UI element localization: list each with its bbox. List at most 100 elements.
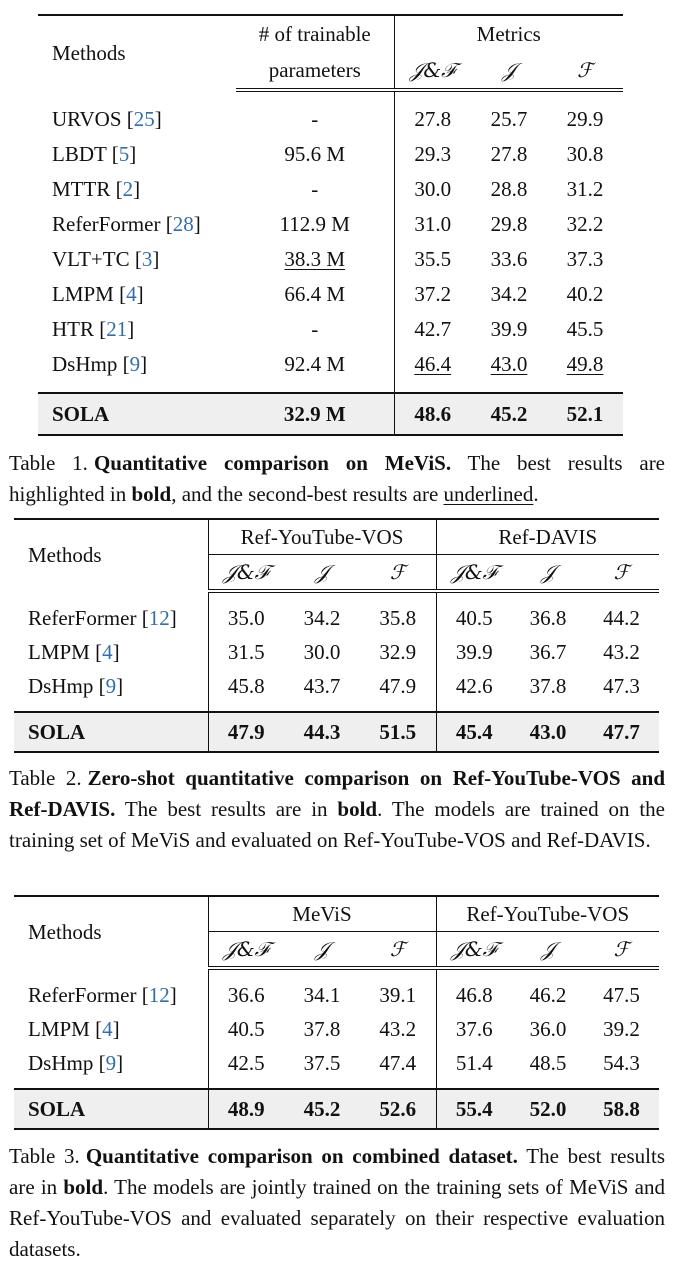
method-name: ReferFormer xyxy=(28,982,137,1007)
jf-value: 36.6 xyxy=(227,982,265,1007)
jf-value: 35.5 xyxy=(414,247,452,271)
j-metric-header: 𝒥 xyxy=(471,52,547,92)
method-cell: ReferFormer [12] xyxy=(14,601,209,635)
jf-value: 48.9 xyxy=(208,1089,284,1130)
citation-link[interactable]: 2 xyxy=(122,177,134,201)
table-row: DsHmp [9] 42.5 37.5 47.4 51.4 48.5 54.3 xyxy=(14,1046,659,1080)
jf-metric-header: 𝒥&ℱ xyxy=(394,52,471,92)
f-value: 39.2 xyxy=(603,1016,640,1041)
citation-link[interactable]: 21 xyxy=(106,317,128,341)
method-cell: ReferFormer [28] xyxy=(52,212,201,236)
citation-link[interactable]: 12 xyxy=(148,982,170,1007)
citation-link[interactable]: 4 xyxy=(126,282,137,306)
params-value: 38.3 M xyxy=(236,242,395,277)
method-name: SOLA xyxy=(14,1089,209,1130)
table1-body: URVOS [25] -27.8 25.7 29.9 LBDT [5] 95.6 M 29.… xyxy=(38,102,623,382)
citation-link[interactable]: 12 xyxy=(148,605,170,630)
caption-text: The best results are in xyxy=(115,797,338,821)
table-row: ReferFormer [12] 36.6 34.1 39.1 46.8 46.2 47.5 xyxy=(14,978,659,1012)
jf-metric-header: 𝒥&ℱ xyxy=(208,931,284,970)
method-name: DsHmp xyxy=(28,1050,94,1075)
group2-header: Ref-YouTube-VOS xyxy=(436,895,659,932)
j-value: 43.0 xyxy=(490,352,528,376)
jf-metric-header: 𝒥&ℱ xyxy=(208,554,284,593)
method-name: HTR xyxy=(52,317,94,341)
jf-value: 51.4 xyxy=(455,1050,493,1075)
j-value: 36.0 xyxy=(529,1016,567,1041)
f-value: 47.7 xyxy=(584,712,659,753)
citation-link[interactable]: 25 xyxy=(133,107,155,131)
params-value: - xyxy=(236,172,395,207)
f-metric-header: ℱ xyxy=(584,931,659,970)
caption-title: Zero-shot quantitative comparison on Ref… xyxy=(9,766,666,821)
jf-metric-header: 𝒥&ℱ xyxy=(436,554,512,593)
f-metric-header: ℱ xyxy=(584,554,659,593)
table2-body: ReferFormer [12] 35.0 34.2 35.8 40.5 36.8 44.2… xyxy=(14,601,659,703)
jf-value: 40.5 xyxy=(227,1016,265,1041)
caption-text: The best results are highlighted in xyxy=(9,451,666,506)
method-cell: LMPM [4] xyxy=(14,1012,209,1046)
j-value: 29.8 xyxy=(490,212,528,236)
group1-header: MeViS xyxy=(208,895,437,932)
f-value: 37.3 xyxy=(566,247,604,271)
f-value: 43.2 xyxy=(360,1012,437,1046)
j-value: 45.2 xyxy=(471,393,547,436)
f-value: 45.5 xyxy=(566,317,604,341)
j-value: 36.7 xyxy=(529,639,567,664)
table-row: DsHmp [9] 45.8 43.7 47.9 42.6 37.8 47.3 xyxy=(14,669,659,703)
f-value: 54.3 xyxy=(603,1050,640,1075)
method-cell: LMPM [4] xyxy=(14,635,209,669)
j-value: 36.8 xyxy=(529,605,567,630)
table-row: DsHmp [9] 92.4 M 46.4 43.0 49.8 xyxy=(38,347,623,382)
jf-value: 42.6 xyxy=(455,673,493,698)
j-value: 30.0 xyxy=(303,639,341,664)
j-value: 33.6 xyxy=(490,247,528,271)
f-metric-header: ℱ xyxy=(360,554,437,593)
caption-bold-word: bold xyxy=(337,797,378,821)
citation-link[interactable]: 4 xyxy=(102,639,113,664)
method-name: VLT+TC xyxy=(52,247,130,271)
f-value: 35.8 xyxy=(360,601,437,635)
table-row: LMPM [4] 66.4 M 37.2 34.2 40.2 xyxy=(38,277,623,312)
f-value: 39.1 xyxy=(360,978,437,1012)
caption-bold-word: bold xyxy=(131,482,172,506)
jf-value: 47.9 xyxy=(208,712,284,753)
caption-title: Quantitative comparison on MeViS. xyxy=(93,451,452,475)
params-header-line2: parameters xyxy=(236,52,395,92)
f-value: 47.5 xyxy=(603,982,640,1007)
method-name: ReferFormer xyxy=(28,605,137,630)
table3-sola: SOLA 48.9 45.2 52.6 55.4 52.0 58.8 xyxy=(14,1089,659,1130)
jf-value: 40.5 xyxy=(455,605,493,630)
method-name: LMPM xyxy=(52,282,114,306)
j-value: 34.2 xyxy=(490,282,528,306)
citation-link[interactable]: 9 xyxy=(129,352,141,376)
zero-shot-comparison-table: Methods Ref-YouTube-VOS Ref-DAVIS 𝒥&ℱ 𝒥 … xyxy=(14,518,659,753)
f-value: 40.2 xyxy=(566,282,604,306)
table-row: MTTR [2] -30.0 28.8 31.2 xyxy=(38,172,623,207)
method-cell: HTR [21] xyxy=(52,317,135,341)
jf-value: 46.4 xyxy=(414,352,452,376)
f-value: 31.2 xyxy=(566,177,604,201)
sola-row: SOLA 32.9 M 48.6 45.2 52.1 xyxy=(38,393,623,436)
f-value: 44.2 xyxy=(603,605,640,630)
f-value: 47.4 xyxy=(360,1046,437,1080)
caption-label: Table 2. xyxy=(9,766,82,790)
j-value: 37.5 xyxy=(303,1050,341,1075)
citation-link[interactable]: 5 xyxy=(118,142,130,166)
group2-header: Ref-DAVIS xyxy=(436,518,659,555)
caption-label: Table 3. xyxy=(9,1144,80,1168)
jf-value: 39.9 xyxy=(455,639,493,664)
citation-link[interactable]: 9 xyxy=(105,1050,117,1075)
jf-value: 42.7 xyxy=(414,317,452,341)
f-value: 51.5 xyxy=(360,712,437,753)
methods-header: Methods xyxy=(38,14,236,90)
metrics-header: Metrics xyxy=(394,14,623,52)
citation-link[interactable]: 9 xyxy=(105,673,117,698)
jf-value: 45.8 xyxy=(227,673,265,698)
sola-row: SOLA 48.9 45.2 52.6 55.4 52.0 58.8 xyxy=(14,1089,659,1130)
citation-link[interactable]: 4 xyxy=(102,1016,113,1041)
citation-link[interactable]: 28 xyxy=(172,212,194,236)
table-row: VLT+TC [3] 38.3 M 35.5 33.6 37.3 xyxy=(38,242,623,277)
method-cell: LBDT [5] xyxy=(52,142,137,166)
citation-link[interactable]: 3 xyxy=(141,247,153,271)
